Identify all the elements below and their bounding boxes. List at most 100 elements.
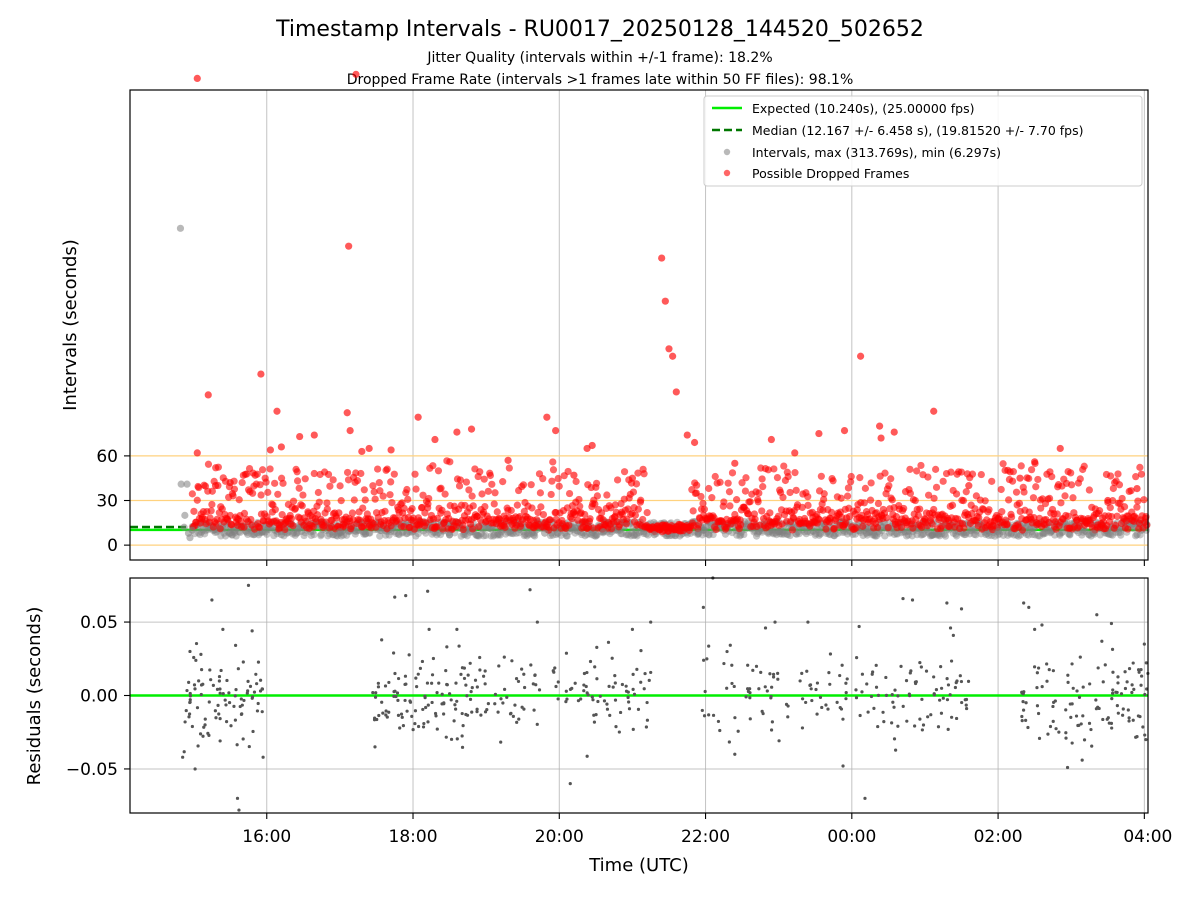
residual-point [216, 703, 220, 708]
dropped-point [975, 513, 983, 522]
residual-point [1107, 721, 1111, 725]
residual-point [565, 697, 569, 701]
residual-point [595, 645, 599, 650]
residual-point [748, 717, 752, 721]
residual-point [192, 655, 196, 660]
residual-point [705, 657, 709, 661]
residual-point [606, 640, 611, 644]
dropped-point [216, 525, 224, 533]
dropped-point [419, 491, 427, 499]
residual-point [376, 681, 380, 685]
interval-point [250, 531, 258, 539]
dropped-point [347, 522, 355, 531]
residual-point [207, 700, 211, 704]
interval-point [798, 526, 806, 534]
interval-point [1028, 528, 1036, 536]
dropped-point [1061, 492, 1069, 500]
interval-point-8 [226, 529, 234, 537]
residual-point [466, 673, 470, 677]
residual-point [824, 703, 828, 707]
dropped-point [1106, 472, 1115, 480]
interval-point [385, 531, 393, 539]
residual-point [884, 693, 889, 698]
interval-point-6 [186, 534, 194, 542]
interval-point [232, 532, 240, 540]
dropped-point [716, 478, 724, 486]
residual-point [493, 692, 498, 696]
residual-point [233, 643, 238, 647]
residual-point [413, 709, 418, 713]
dropped-point [229, 492, 237, 500]
dropped-point-49 [1056, 444, 1064, 453]
interval-point [826, 531, 834, 539]
dropped-point [689, 507, 697, 515]
residual-point [373, 695, 378, 699]
residual-point [197, 679, 201, 683]
interval-point [1010, 531, 1018, 539]
dropped-point [1053, 510, 1061, 518]
residual-point [194, 641, 199, 646]
residual-point [516, 679, 521, 684]
dropped-point [837, 494, 845, 502]
residual-point [890, 693, 894, 697]
residual-point-26 [763, 626, 768, 630]
residual-point [256, 660, 261, 664]
dropped-point-8 [665, 345, 673, 353]
residual-point [396, 676, 401, 681]
interval-point [622, 531, 630, 539]
residual-point [182, 750, 186, 754]
residual-point [1071, 686, 1075, 690]
residual-point [1066, 680, 1070, 684]
dropped-point [598, 509, 606, 517]
interval-point-14 [650, 531, 658, 539]
residual-point [227, 700, 232, 705]
dropped-point-25 [815, 429, 823, 438]
residual-point [421, 707, 425, 712]
residual-point [200, 668, 204, 672]
residual-point [892, 737, 897, 741]
dropped-point [1076, 475, 1084, 483]
residual-point [939, 711, 944, 715]
legend: Expected (10.240s), (25.00000 fps) Media… [703, 95, 1143, 187]
residual-point [246, 679, 250, 683]
dropped-point [592, 479, 601, 487]
interval-point [875, 529, 884, 537]
interval-point [941, 532, 950, 540]
residual-point [1070, 741, 1074, 745]
dropped-point-29 [226, 479, 234, 487]
interval-point [624, 530, 633, 538]
residual-point [218, 691, 222, 695]
residual-point [844, 697, 848, 701]
dropped-point-51 [1133, 485, 1141, 493]
residual-point [722, 661, 726, 666]
interval-point [266, 526, 274, 534]
residual-point [872, 706, 876, 711]
dropped-point [375, 479, 383, 487]
residual-point [1126, 708, 1130, 712]
residual-point [748, 687, 752, 691]
dropped-point [822, 525, 830, 533]
interval-point [243, 528, 251, 537]
interval-point [519, 528, 527, 536]
interval-point [806, 528, 814, 536]
interval-point [644, 531, 652, 539]
residual-point [1070, 662, 1074, 666]
dropped-point [624, 505, 632, 513]
dropped-point-46 [965, 482, 973, 490]
xtick-label-3: 22:00 [681, 827, 730, 847]
residual-point [905, 719, 909, 723]
residual-point [236, 667, 240, 671]
residual-point [647, 678, 651, 682]
dropped-point [1115, 481, 1124, 489]
residual-point [827, 671, 831, 675]
interval-point [581, 532, 589, 540]
dropped-point [1120, 503, 1129, 511]
residual-point [395, 691, 400, 695]
residual-point [632, 692, 637, 696]
residual-point [401, 724, 406, 728]
dropped-point [348, 509, 357, 517]
interval-point [326, 530, 334, 538]
interval-point [872, 532, 881, 540]
residual-point [208, 668, 212, 672]
residual-point [1021, 699, 1025, 704]
